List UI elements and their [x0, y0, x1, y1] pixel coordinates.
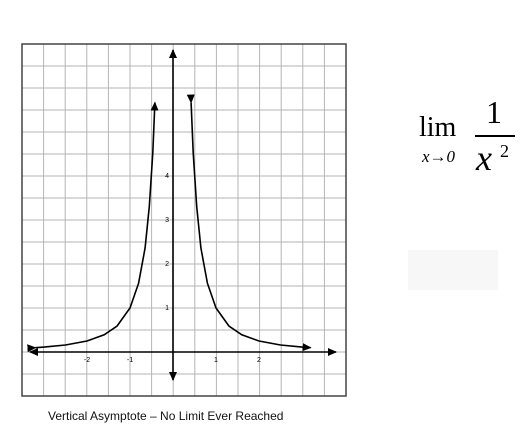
fraction-numerator: 1: [486, 94, 502, 130]
y-tick-label: 2: [165, 261, 169, 268]
x-tick-label: -2: [84, 357, 90, 364]
y-tick-label: 4: [165, 173, 169, 180]
chart-caption: Vertical Asymptote – No Limit Ever Reach…: [48, 409, 284, 423]
y-tick-label: 3: [165, 217, 169, 224]
lim-subscript: x→0: [422, 147, 456, 166]
lim-word: lim: [419, 112, 457, 143]
chart-tick-labels: -2 -1 1 2 1 2 3 4: [84, 173, 261, 364]
plot-border: [21, 43, 347, 397]
curve-right: [186, 94, 312, 352]
fraction-exponent: 2: [500, 141, 509, 161]
y-tick-label: 1: [165, 305, 169, 312]
limit-formula: lim x→0 1 x 2: [414, 96, 518, 186]
fraction-bar: [475, 135, 515, 137]
chart-grid: [21, 43, 347, 397]
x-tick-label: 2: [257, 357, 261, 364]
x-tick-label: 1: [214, 357, 218, 364]
fraction-denominator: x: [476, 138, 492, 178]
x-tick-label: -1: [127, 357, 133, 364]
curve-left: [27, 101, 159, 353]
chart-series: [27, 94, 312, 353]
blank-area: [408, 250, 498, 290]
